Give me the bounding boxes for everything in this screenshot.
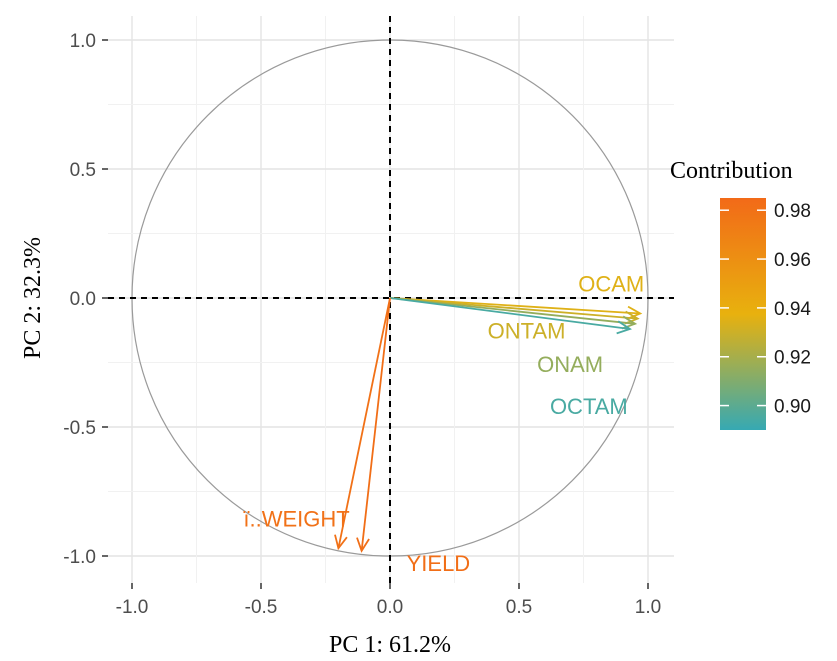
x-axis-title: PC 1: 61.2% [329,632,451,658]
x-tick-label: -1.0 [116,597,149,618]
arrow-weight [334,297,391,551]
legend-tick-label: 0.94 [774,299,811,320]
legend-tick-label: 0.96 [774,250,811,271]
y-tick-label: -1.0 [63,547,96,568]
plot-panel [108,16,674,583]
variable-label: ONAM [537,352,603,377]
legend-tick-label: 0.92 [774,348,811,369]
x-tick-label: -0.5 [245,597,278,618]
legend-tick-label: 0.90 [774,397,811,418]
axis-ticks: -1.0 -0.5 0.0 0.5 1.0 1.0 0.5 0.0 -0.5 -1.0 [63,31,661,618]
arrow-octam [389,297,632,335]
y-tick-label: 0.0 [70,289,96,310]
variable-label: ï..WEIGHT [243,506,349,531]
x-tick-label: 1.0 [635,597,661,618]
legend-tick-label: 0.98 [774,201,811,222]
variable-label: YIELD [407,551,471,576]
legend-title: Contribution [670,158,793,184]
y-axis-title: PC 2: 32.3% [20,237,46,359]
variable-label: OCAM [578,271,644,296]
contribution-legend: Contribution 0.98 0.96 0.94 0.92 0.90 [670,158,811,430]
y-tick-label: -0.5 [63,418,96,439]
plot-grid [108,16,674,583]
variable-arrows [334,297,643,553]
variable-label: OCTAM [550,394,628,419]
y-tick-label: 0.5 [70,160,96,181]
legend-ticks: 0.98 0.96 0.94 0.92 0.90 [720,201,811,418]
variable-label: ONTAM [488,319,566,344]
x-tick-label: 0.0 [377,597,403,618]
variable-labels: OCAM ONTAM ONAM OCTAM ï..WEIGHT YIELD [243,271,644,575]
legend-color-bar [720,198,766,430]
y-tick-label: 1.0 [70,31,96,52]
x-tick-label: 0.5 [506,597,532,618]
arrow-ontam [389,297,640,325]
arrow-yield [356,297,391,553]
